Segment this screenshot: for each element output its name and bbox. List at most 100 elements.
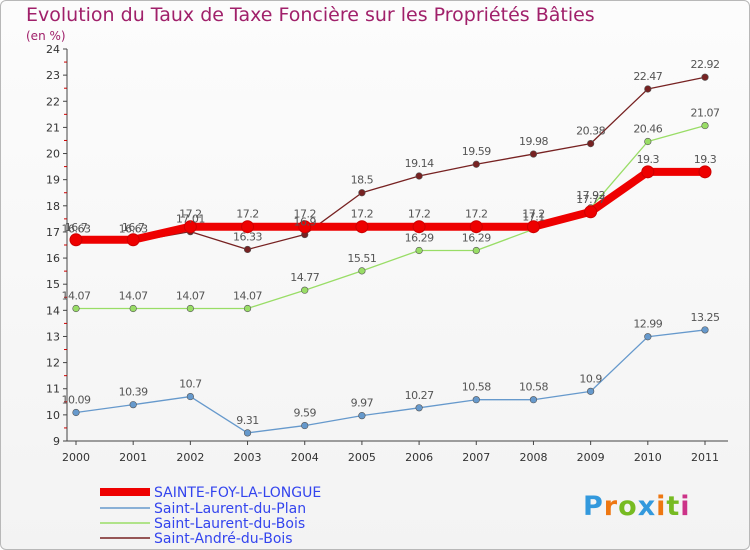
data-label: 15.51 [347,252,376,265]
y-tick-label: 24 [46,43,60,56]
data-point [412,220,426,234]
data-point [698,165,712,179]
series-1 [72,326,709,437]
proxiti-logo: Proxiti [583,491,691,522]
data-label: 17.2 [293,208,316,221]
legend: SAINTE-FOY-LA-LONGUESaint-Laurent-du-Pla… [100,485,321,547]
y-tick-label: 15 [46,278,60,291]
y-tick-label: 20 [46,148,60,161]
data-point [472,246,480,255]
y-tick-label: 12 [46,357,60,370]
data-label: 17.2 [179,208,202,221]
data-label: 17.2 [351,208,374,221]
data-point [129,304,137,313]
data-point [701,326,709,334]
chart-subtitle: (en %) [26,29,66,43]
data-label: 19.3 [694,153,717,166]
data-point [126,233,140,247]
x-tick-label: 2009 [577,451,605,464]
data-label: 16.63 [119,223,148,236]
data-point [358,189,366,197]
data-point [587,140,595,148]
data-point [701,121,709,130]
y-tick-label: 23 [46,69,60,82]
series-2 [72,121,709,313]
data-labels: 16.63 16.63 17.01 16.33 16.9 18.5 19.14 19.59 19… [62,58,721,427]
y-tick-label: 18 [46,200,60,213]
data-point [584,205,598,219]
data-point [358,267,366,275]
data-point [358,412,366,420]
data-point [301,286,309,294]
data-label: 10.39 [119,386,148,399]
data-label: 9.31 [236,414,259,427]
data-label: 17.92 [576,189,605,202]
logo-letter: t [666,491,681,522]
x-tick-label: 2010 [634,451,662,464]
logo-letter: P [583,491,604,522]
y-tick-label: 22 [46,95,60,108]
data-point [529,396,538,404]
series-line [76,124,706,310]
data-label: 17.2 [465,208,488,221]
data-point [186,304,194,313]
data-point [415,246,423,255]
data-label: 16.7 [65,221,88,234]
data-label: 16.29 [405,231,434,244]
data-point [301,421,309,430]
data-label: 10.7 [179,378,202,391]
x-tick-label: 2005 [348,451,376,464]
legend-label: Saint-Laurent-du-Plan [154,501,306,517]
x-tick-label: 2004 [291,451,319,464]
data-label: 16.33 [233,230,262,243]
series-line [75,329,706,434]
data-point [641,165,655,179]
data-label: 16.63 [62,223,91,236]
data-point [644,137,652,146]
data-label: 14.77 [290,271,319,284]
data-label: 17.01 [176,213,205,226]
data-point [72,408,80,417]
data-label: 19.14 [405,157,434,170]
data-label: 16.7 [122,221,145,234]
data-point [69,233,83,247]
logo-letter: i [656,491,667,522]
data-label: 17.1 [522,210,545,223]
data-label: 10.58 [519,381,548,394]
data-label: 14.07 [119,290,148,303]
legend-label: SAINTE-FOY-LA-LONGUE [154,485,321,501]
y-tick-label: 21 [46,121,60,134]
legend-label: Saint-André-du-Bois [154,531,293,547]
data-label: 22.47 [633,70,662,83]
data-label: 17.2 [408,208,431,221]
data-point [644,333,652,341]
axes: 9 10 11 12 13 14 15 16 17 18 19 20 21 22 23 24 2000 2001 2… [46,43,728,464]
data-label: 19.59 [462,145,491,158]
data-point [415,172,423,180]
data-label: 20.46 [633,123,662,136]
data-point [355,220,369,234]
data-point [183,220,197,234]
x-tick-label: 2001 [119,451,147,464]
logo-letter: o [618,491,638,522]
y-tick-label: 14 [46,304,60,317]
x-tick-label: 2007 [462,451,490,464]
data-label: 21.07 [691,107,720,120]
data-label: 17.77 [576,193,605,206]
data-label: 14.07 [176,290,205,303]
y-tick-label: 17 [46,226,60,239]
x-tick-label: 2008 [519,451,547,464]
y-tick-label: 10 [46,409,60,422]
data-point [186,392,194,401]
data-label: 10.09 [62,394,91,407]
x-tick-label: 2002 [176,451,204,464]
data-label: 16.29 [462,231,491,244]
data-label: 17.2 [236,208,259,221]
data-label: 10.9 [579,372,602,385]
logo-letter: x [637,491,657,522]
logo-letter: r [603,491,619,522]
y-tick-label: 11 [46,383,60,396]
data-label: 17.2 [522,208,545,221]
y-tick-label: 9 [53,435,60,448]
